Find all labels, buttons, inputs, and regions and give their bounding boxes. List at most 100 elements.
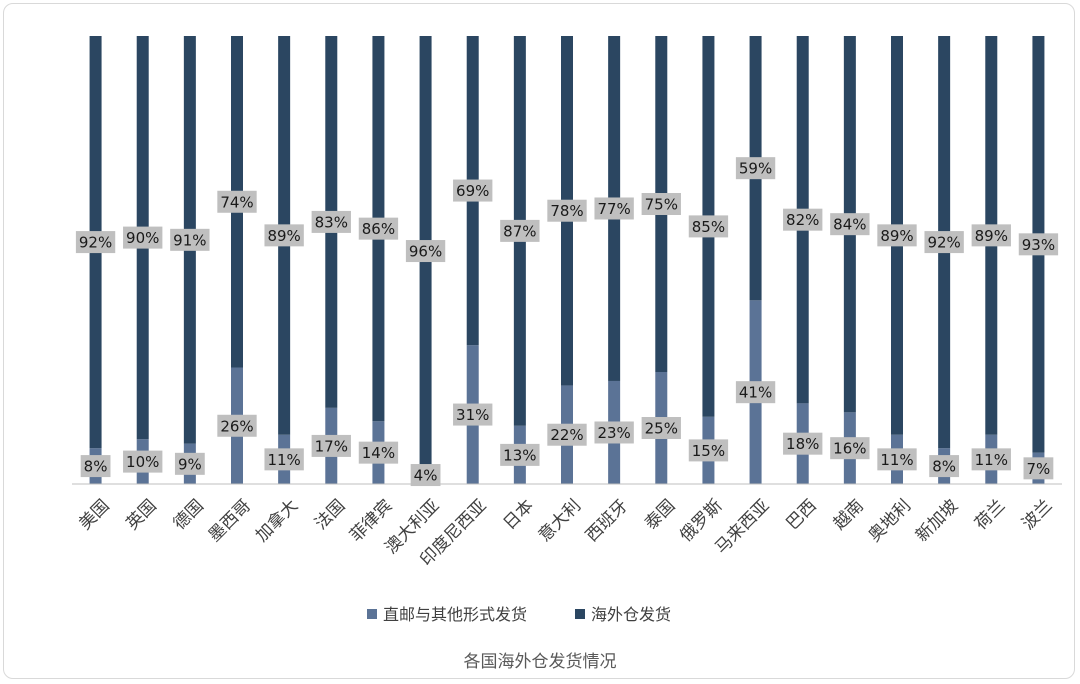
legend-swatch-overseas-warehouse bbox=[575, 609, 585, 619]
data-label-overseas-warehouse-9: 87% bbox=[503, 222, 536, 240]
legend: 直邮与其他形式发货 海外仓发货 bbox=[367, 605, 671, 624]
data-label-overseas-warehouse-17-box bbox=[877, 224, 917, 247]
plot-area: 8% 92% 10% 90% 9% 91% 26% 74% 11% 89% 17% 83% 14% 86%… bbox=[75, 36, 1059, 487]
data-label-direct-mail-20: 7% bbox=[1027, 460, 1051, 478]
data-label-overseas-warehouse-9-box bbox=[500, 219, 540, 242]
data-label-overseas-warehouse-3-group: 74% bbox=[217, 190, 257, 213]
data-label-overseas-warehouse-2: 91% bbox=[173, 231, 206, 249]
data-label-direct-mail-12-box bbox=[641, 417, 681, 439]
data-label-direct-mail-20-box bbox=[1023, 457, 1054, 480]
data-label-overseas-warehouse-17-group: 89% bbox=[877, 224, 917, 247]
data-label-direct-mail-8: 31% bbox=[456, 406, 489, 424]
data-label-overseas-warehouse-12-group: 75% bbox=[641, 193, 681, 215]
legend-label-overseas-warehouse: 海外仓发货 bbox=[591, 605, 671, 624]
data-label-direct-mail-17: 11% bbox=[880, 451, 913, 469]
data-label-overseas-warehouse-14-group: 59% bbox=[735, 157, 776, 180]
data-label-overseas-warehouse-13: 85% bbox=[692, 218, 725, 236]
data-label-overseas-warehouse-7-box bbox=[405, 240, 446, 263]
data-label-overseas-warehouse-0: 92% bbox=[79, 234, 112, 252]
x-tick-label-12: 泰国 bbox=[641, 496, 679, 534]
data-label-overseas-warehouse-6: 86% bbox=[362, 220, 395, 238]
data-label-direct-mail-0-group: 8% bbox=[80, 455, 111, 478]
data-label-direct-mail-11: 23% bbox=[597, 424, 630, 442]
data-label-direct-mail-5-group: 17% bbox=[311, 434, 351, 457]
data-label-direct-mail-9-group: 13% bbox=[500, 443, 540, 466]
data-label-overseas-warehouse-2-box bbox=[170, 228, 210, 251]
chart-title: 各国海外仓发货情况 bbox=[464, 652, 617, 672]
data-label-overseas-warehouse-0-group: 92% bbox=[75, 231, 116, 254]
data-label-direct-mail-19: 11% bbox=[975, 451, 1008, 469]
data-label-direct-mail-17-group: 11% bbox=[877, 448, 917, 471]
data-label-direct-mail-11-group: 23% bbox=[594, 421, 634, 444]
data-label-overseas-warehouse-3: 74% bbox=[220, 193, 253, 211]
data-label-overseas-warehouse-4-group: 89% bbox=[264, 224, 304, 247]
data-label-overseas-warehouse-7: 96% bbox=[409, 243, 442, 261]
data-label-direct-mail-15: 18% bbox=[786, 435, 819, 453]
data-label-direct-mail-9: 13% bbox=[503, 446, 536, 464]
x-tick-label-17: 奥地利 bbox=[865, 496, 915, 546]
data-label-overseas-warehouse-7-group: 96% bbox=[405, 240, 446, 263]
data-label-direct-mail-13-box bbox=[688, 439, 729, 462]
data-label-overseas-warehouse-6-box bbox=[358, 217, 399, 240]
x-tick-label-3: 墨西哥 bbox=[205, 496, 255, 546]
x-tick-label-5: 法国 bbox=[311, 496, 349, 534]
data-label-overseas-warehouse-13-group: 85% bbox=[688, 215, 729, 238]
data-label-overseas-warehouse-4: 89% bbox=[267, 227, 300, 245]
x-tick-label-20: 波兰 bbox=[1018, 496, 1056, 534]
data-label-direct-mail-13: 15% bbox=[692, 442, 725, 460]
data-label-direct-mail-6: 14% bbox=[362, 444, 395, 462]
data-label-direct-mail-13-group: 15% bbox=[688, 439, 729, 462]
data-label-direct-mail-6-box bbox=[358, 441, 399, 464]
data-label-direct-mail-7: 4% bbox=[414, 467, 438, 485]
data-label-overseas-warehouse-14: 59% bbox=[739, 160, 772, 178]
data-label-direct-mail-3: 26% bbox=[220, 417, 253, 435]
data-label-overseas-warehouse-19: 89% bbox=[975, 227, 1008, 245]
data-label-overseas-warehouse-14-box bbox=[735, 157, 776, 180]
data-label-direct-mail-1: 10% bbox=[126, 453, 159, 471]
data-label-direct-mail-7-group: 4% bbox=[410, 464, 441, 487]
data-label-overseas-warehouse-2-group: 91% bbox=[170, 228, 210, 251]
data-label-overseas-warehouse-17: 89% bbox=[880, 227, 913, 245]
data-label-direct-mail-10-box bbox=[547, 423, 587, 446]
data-label-overseas-warehouse-10-box bbox=[547, 199, 587, 222]
data-label-overseas-warehouse-9-group: 87% bbox=[500, 219, 540, 242]
data-label-overseas-warehouse-10-group: 78% bbox=[547, 199, 587, 222]
data-label-direct-mail-15-group: 18% bbox=[783, 432, 823, 455]
data-label-overseas-warehouse-12-box bbox=[641, 193, 681, 215]
data-label-direct-mail-19-group: 11% bbox=[971, 448, 1011, 471]
data-label-overseas-warehouse-8: 69% bbox=[456, 182, 489, 200]
data-label-direct-mail-5: 17% bbox=[315, 437, 348, 455]
data-label-overseas-warehouse-15: 82% bbox=[786, 211, 819, 229]
data-label-direct-mail-4: 11% bbox=[267, 451, 300, 469]
x-tick-label-2: 德国 bbox=[170, 496, 208, 534]
data-label-overseas-warehouse-8-box bbox=[453, 179, 493, 202]
x-tick-label-9: 日本 bbox=[500, 496, 538, 534]
data-label-overseas-warehouse-12: 75% bbox=[645, 196, 678, 214]
data-label-overseas-warehouse-16: 84% bbox=[833, 216, 866, 234]
data-label-direct-mail-1-box bbox=[123, 450, 163, 473]
data-label-direct-mail-16: 16% bbox=[833, 440, 866, 458]
data-label-overseas-warehouse-18: 92% bbox=[927, 234, 960, 252]
data-label-overseas-warehouse-15-box bbox=[783, 208, 823, 231]
x-tick-label-0: 美国 bbox=[75, 496, 113, 534]
data-label-direct-mail-19-box bbox=[971, 448, 1011, 471]
data-label-overseas-warehouse-13-box bbox=[688, 215, 729, 238]
data-label-direct-mail-12-group: 25% bbox=[641, 417, 681, 439]
data-label-overseas-warehouse-16-group: 84% bbox=[830, 213, 870, 236]
data-label-overseas-warehouse-16-box bbox=[830, 213, 870, 236]
data-label-direct-mail-0: 8% bbox=[84, 458, 108, 476]
data-label-overseas-warehouse-1: 90% bbox=[126, 229, 159, 247]
data-label-direct-mail-18: 8% bbox=[932, 458, 956, 476]
data-label-overseas-warehouse-18-box bbox=[924, 231, 964, 254]
data-label-direct-mail-14-group: 41% bbox=[735, 381, 776, 404]
data-label-direct-mail-8-box bbox=[453, 403, 493, 426]
data-label-direct-mail-1-group: 10% bbox=[123, 450, 163, 473]
data-label-direct-mail-15-box bbox=[783, 432, 823, 455]
data-label-direct-mail-18-group: 8% bbox=[929, 455, 960, 478]
data-label-direct-mail-20-group: 7% bbox=[1023, 457, 1054, 480]
data-label-overseas-warehouse-5: 83% bbox=[315, 213, 348, 231]
data-label-overseas-warehouse-0-box bbox=[75, 231, 116, 254]
data-label-overseas-warehouse-19-box bbox=[971, 224, 1011, 247]
data-label-direct-mail-10-group: 22% bbox=[547, 423, 587, 446]
